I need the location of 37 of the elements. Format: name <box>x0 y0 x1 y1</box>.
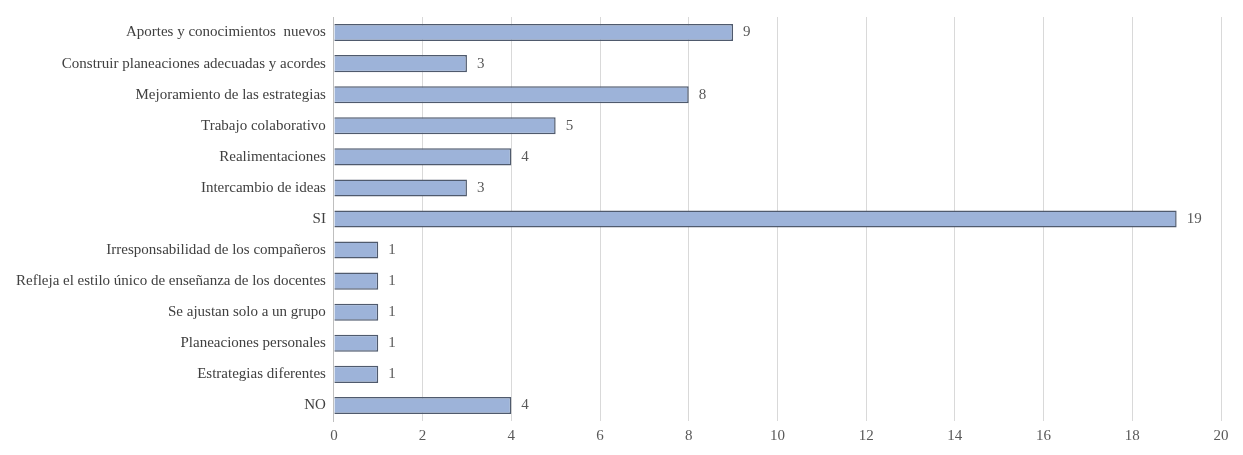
y-tick-label: Se ajustan solo a un grupo <box>167 303 326 320</box>
data-label: 1 <box>388 272 396 289</box>
x-tick-label: 10 <box>769 426 785 443</box>
data-label: 3 <box>476 178 485 195</box>
data-label: 1 <box>388 241 396 258</box>
y-tick-label: Refleja el estilo único de enseñanza de los docentes <box>15 272 327 289</box>
x-tick-label: 20 <box>1213 426 1229 443</box>
y-tick-label: Aportes y conocimientos nuevos <box>125 23 327 40</box>
x-tick-label: 14 <box>947 426 963 443</box>
x-tick-label: 2 <box>418 426 427 443</box>
x-tick-label: 18 <box>1124 426 1140 443</box>
x-tick-label: 12 <box>858 426 874 443</box>
y-tick-label: Trabajo colaborativo <box>201 116 326 133</box>
y-tick-label: Estrategias diferentes <box>197 365 327 382</box>
data-label: 1 <box>388 303 396 320</box>
data-label: 1 <box>388 365 396 382</box>
y-tick-label: Planeaciones personales <box>180 334 327 351</box>
y-tick-label: Mejoramiento de las estrategias <box>135 85 327 102</box>
data-label: 5 <box>565 116 574 133</box>
data-label: 1 <box>388 334 396 351</box>
y-tick-label: Construir planeaciones adecuadas y acordes <box>61 54 327 71</box>
data-label: 3 <box>476 54 485 71</box>
y-tick-label: Irresponsabilidad de los compañeros <box>106 241 327 258</box>
data-label: 4 <box>521 147 530 164</box>
y-tick-label: Realimentaciones <box>219 147 327 164</box>
data-label: 8 <box>698 85 707 102</box>
data-label: 19 <box>1186 209 1202 226</box>
y-tick-label: SI <box>312 209 326 226</box>
x-tick-label: 0 <box>330 426 338 443</box>
data-label: 9 <box>743 23 751 40</box>
y-tick-label: Intercambio de ideas <box>200 178 327 195</box>
data-label: 4 <box>521 396 530 413</box>
x-tick-label: 8 <box>684 426 693 443</box>
y-tick-label: NO <box>304 396 327 413</box>
x-tick-label: 16 <box>1036 426 1052 443</box>
x-tick-label: 6 <box>596 426 605 443</box>
x-tick-label: 4 <box>507 426 516 443</box>
